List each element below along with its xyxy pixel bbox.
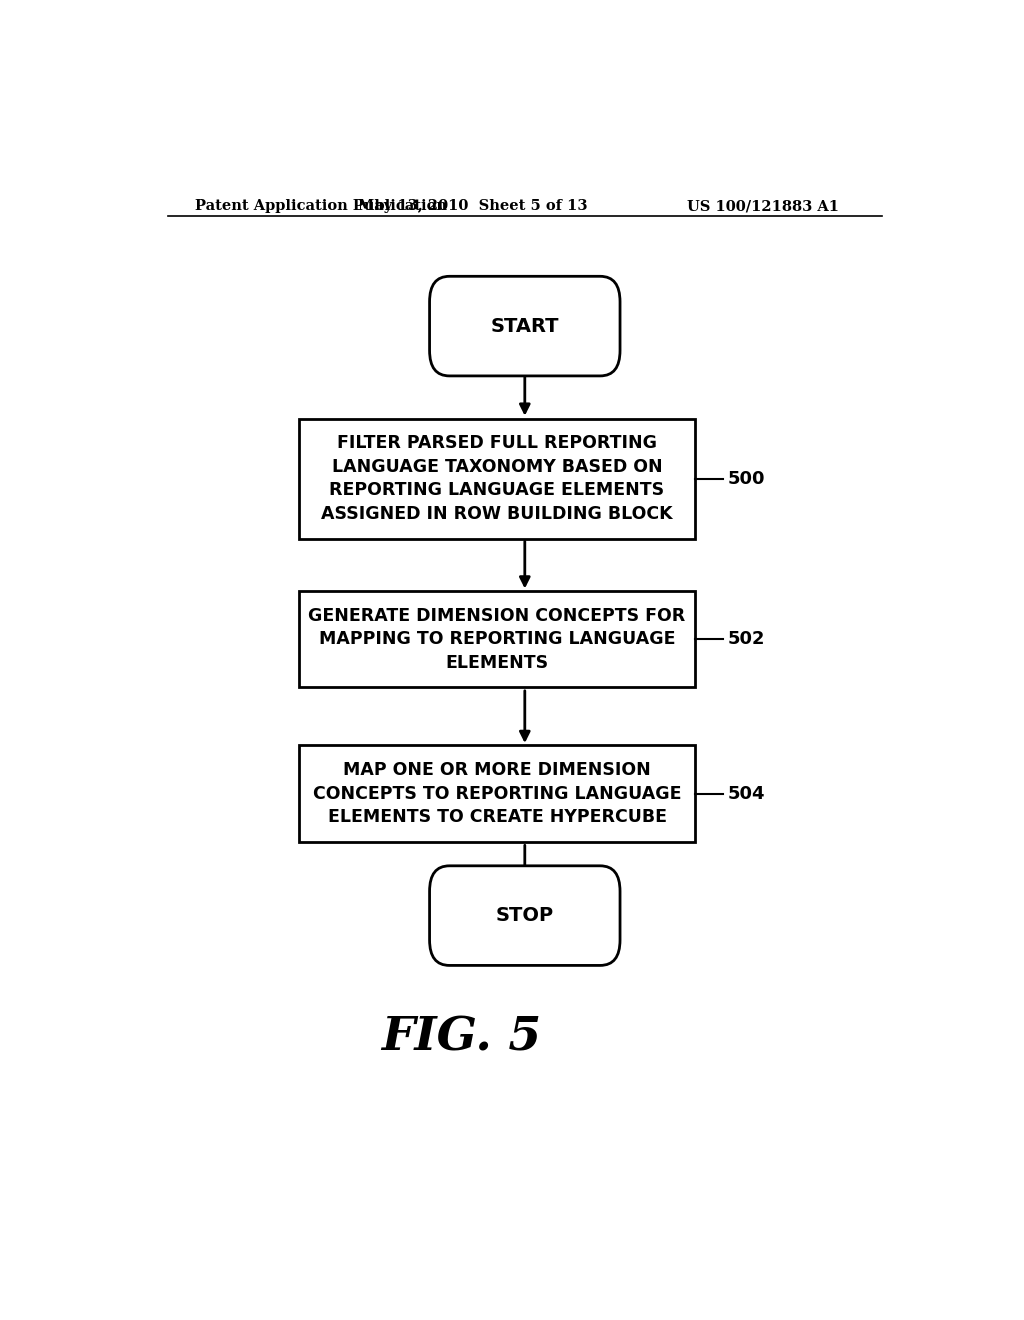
Text: FIG. 5: FIG. 5 [381, 1015, 542, 1060]
Text: May 13, 2010  Sheet 5 of 13: May 13, 2010 Sheet 5 of 13 [358, 199, 588, 213]
Text: MAP ONE OR MORE DIMENSION
CONCEPTS TO REPORTING LANGUAGE
ELEMENTS TO CREATE HYPE: MAP ONE OR MORE DIMENSION CONCEPTS TO RE… [312, 762, 681, 826]
Text: US 100/121883 A1: US 100/121883 A1 [687, 199, 839, 213]
FancyBboxPatch shape [430, 866, 620, 965]
Text: 504: 504 [727, 784, 765, 803]
FancyBboxPatch shape [430, 276, 620, 376]
Text: GENERATE DIMENSION CONCEPTS FOR
MAPPING TO REPORTING LANGUAGE
ELEMENTS: GENERATE DIMENSION CONCEPTS FOR MAPPING … [308, 607, 686, 672]
FancyBboxPatch shape [299, 746, 695, 842]
Text: START: START [490, 317, 559, 335]
Text: Patent Application Publication: Patent Application Publication [196, 199, 447, 213]
FancyBboxPatch shape [299, 418, 695, 539]
Text: 500: 500 [727, 470, 765, 487]
Text: 502: 502 [727, 630, 765, 648]
Text: STOP: STOP [496, 906, 554, 925]
FancyBboxPatch shape [299, 591, 695, 688]
Text: FILTER PARSED FULL REPORTING
LANGUAGE TAXONOMY BASED ON
REPORTING LANGUAGE ELEME: FILTER PARSED FULL REPORTING LANGUAGE TA… [322, 434, 673, 523]
